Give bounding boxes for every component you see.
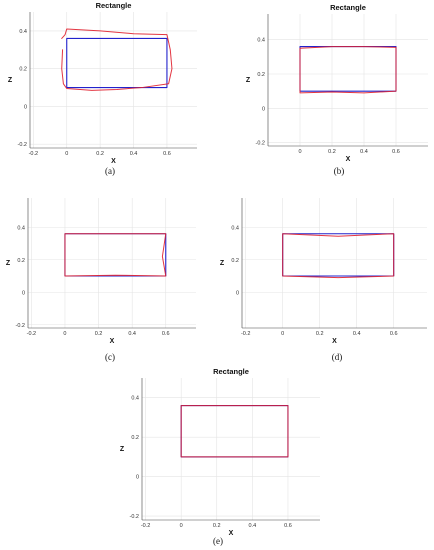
x-axis-label: X [111,158,116,165]
x-tick-label: 0.6 [163,151,171,157]
x-tick-label: -0.2 [29,151,38,157]
y-tick-label: 0 [24,104,27,110]
measured-path-line [282,233,395,279]
y-tick-label: 0.4 [17,225,25,231]
x-tick-label: 0 [63,331,66,337]
chart-title: Rectangle [213,367,249,376]
y-tick-label: 0.2 [17,258,25,264]
x-tick-label: -0.2 [27,331,36,337]
x-axis-label: X [346,156,351,163]
x-tick-label: 0.6 [392,149,400,155]
x-tick-label: 0.2 [96,151,104,157]
x-tick-label: 0.2 [213,523,221,529]
y-tick-label: 0.4 [257,38,265,44]
y-tick-label: 0.2 [131,435,139,441]
reference-path-line [66,37,168,89]
y-tick-label: 0.4 [19,29,27,35]
x-axis-label: X [332,338,337,345]
y-tick-label: -0.2 [130,514,139,520]
y-tick-label: -0.2 [18,142,27,148]
y-tick-label: 0 [236,290,239,296]
chart-a: -0.2 0 0.2 0.4 0.6 -0.2 0 0.2 0.4 X Z Rectangle [8,1,197,165]
x-tick-label: 0.4 [360,149,368,155]
chart-b: 0 0.2 0.4 0.6 -0.2 0 0.2 0.4 X Z Rectangle [246,3,428,163]
y-axis-label: Z [246,77,251,84]
x-tick-label: 0 [281,331,284,337]
x-axis-label: X [229,530,234,537]
y-tick-label: 0 [136,475,139,481]
measured-path-line [61,28,173,91]
panel-c: -0.2 0 0.2 0.4 0.6 -0.2 0 0.2 0.4 X Z [0,190,200,350]
caption-c: (c) [105,352,115,362]
chart-c: -0.2 0 0.2 0.4 0.6 -0.2 0 0.2 0.4 X Z [6,198,196,345]
panel-a: -0.2 0 0.2 0.4 0.6 -0.2 0 0.2 0.4 X Z Rectangle [0,0,200,165]
x-tick-label: -0.2 [141,523,150,529]
panel-d: -0.2 0 0.2 0.4 0.6 0 0.2 0.4 X Z [220,190,434,350]
measured-path-line [299,46,397,94]
caption-a: (a) [105,166,115,176]
caption-b: (b) [333,166,345,176]
x-axis-label: X [110,338,115,345]
x-tick-label: 0.6 [284,523,292,529]
x-tick-label: 0.2 [328,149,336,155]
x-tick-label: 0 [65,151,68,157]
y-tick-label: -0.2 [16,323,25,329]
x-tick-label: 0.2 [95,331,103,337]
x-tick-label: -0.2 [241,331,250,337]
chart-title: Rectangle [96,1,132,10]
y-tick-label: 0.4 [131,396,139,402]
x-tick-label: 0.4 [249,523,257,529]
chart-title: Rectangle [330,3,366,12]
plot-area [268,14,428,146]
y-tick-label: 0 [262,106,265,112]
x-tick-label: 0.4 [353,331,361,337]
measured-path-line [64,233,167,277]
y-tick-label: 0.2 [19,67,27,73]
y-tick-label: -0.2 [256,141,265,147]
y-tick-label: 0 [22,290,25,296]
x-tick-label: 0 [180,523,183,529]
y-tick-label: 0.4 [231,225,239,231]
y-tick-label: 0.2 [257,72,265,78]
plot-area [142,378,320,520]
y-axis-label: Z [120,446,125,453]
panel-e: -0.2 0 0.2 0.4 0.6 -0.2 0 0.2 0.4 X Z Rectangle [110,362,322,537]
x-tick-label: 0 [298,149,301,155]
caption-d: (d) [331,352,343,362]
y-axis-label: Z [220,260,225,267]
measured-path-line [180,405,289,458]
x-tick-label: 0.6 [162,331,170,337]
plot-area [242,198,427,328]
x-tick-label: 0.6 [390,331,398,337]
y-axis-label: Z [6,260,11,267]
x-tick-label: 0.2 [316,331,324,337]
y-axis-label: Z [8,77,13,84]
caption-e: (e) [213,536,223,546]
x-tick-label: 0.4 [128,331,136,337]
plot-area [28,198,196,328]
chart-d: -0.2 0 0.2 0.4 0.6 0 0.2 0.4 X Z [220,198,427,345]
chart-e: -0.2 0 0.2 0.4 0.6 -0.2 0 0.2 0.4 X Z Rectangle [120,367,320,537]
y-tick-label: 0.2 [231,258,239,264]
x-tick-label: 0.4 [130,151,138,157]
panel-b: 0 0.2 0.4 0.6 -0.2 0 0.2 0.4 X Z Rectangle [222,0,434,165]
